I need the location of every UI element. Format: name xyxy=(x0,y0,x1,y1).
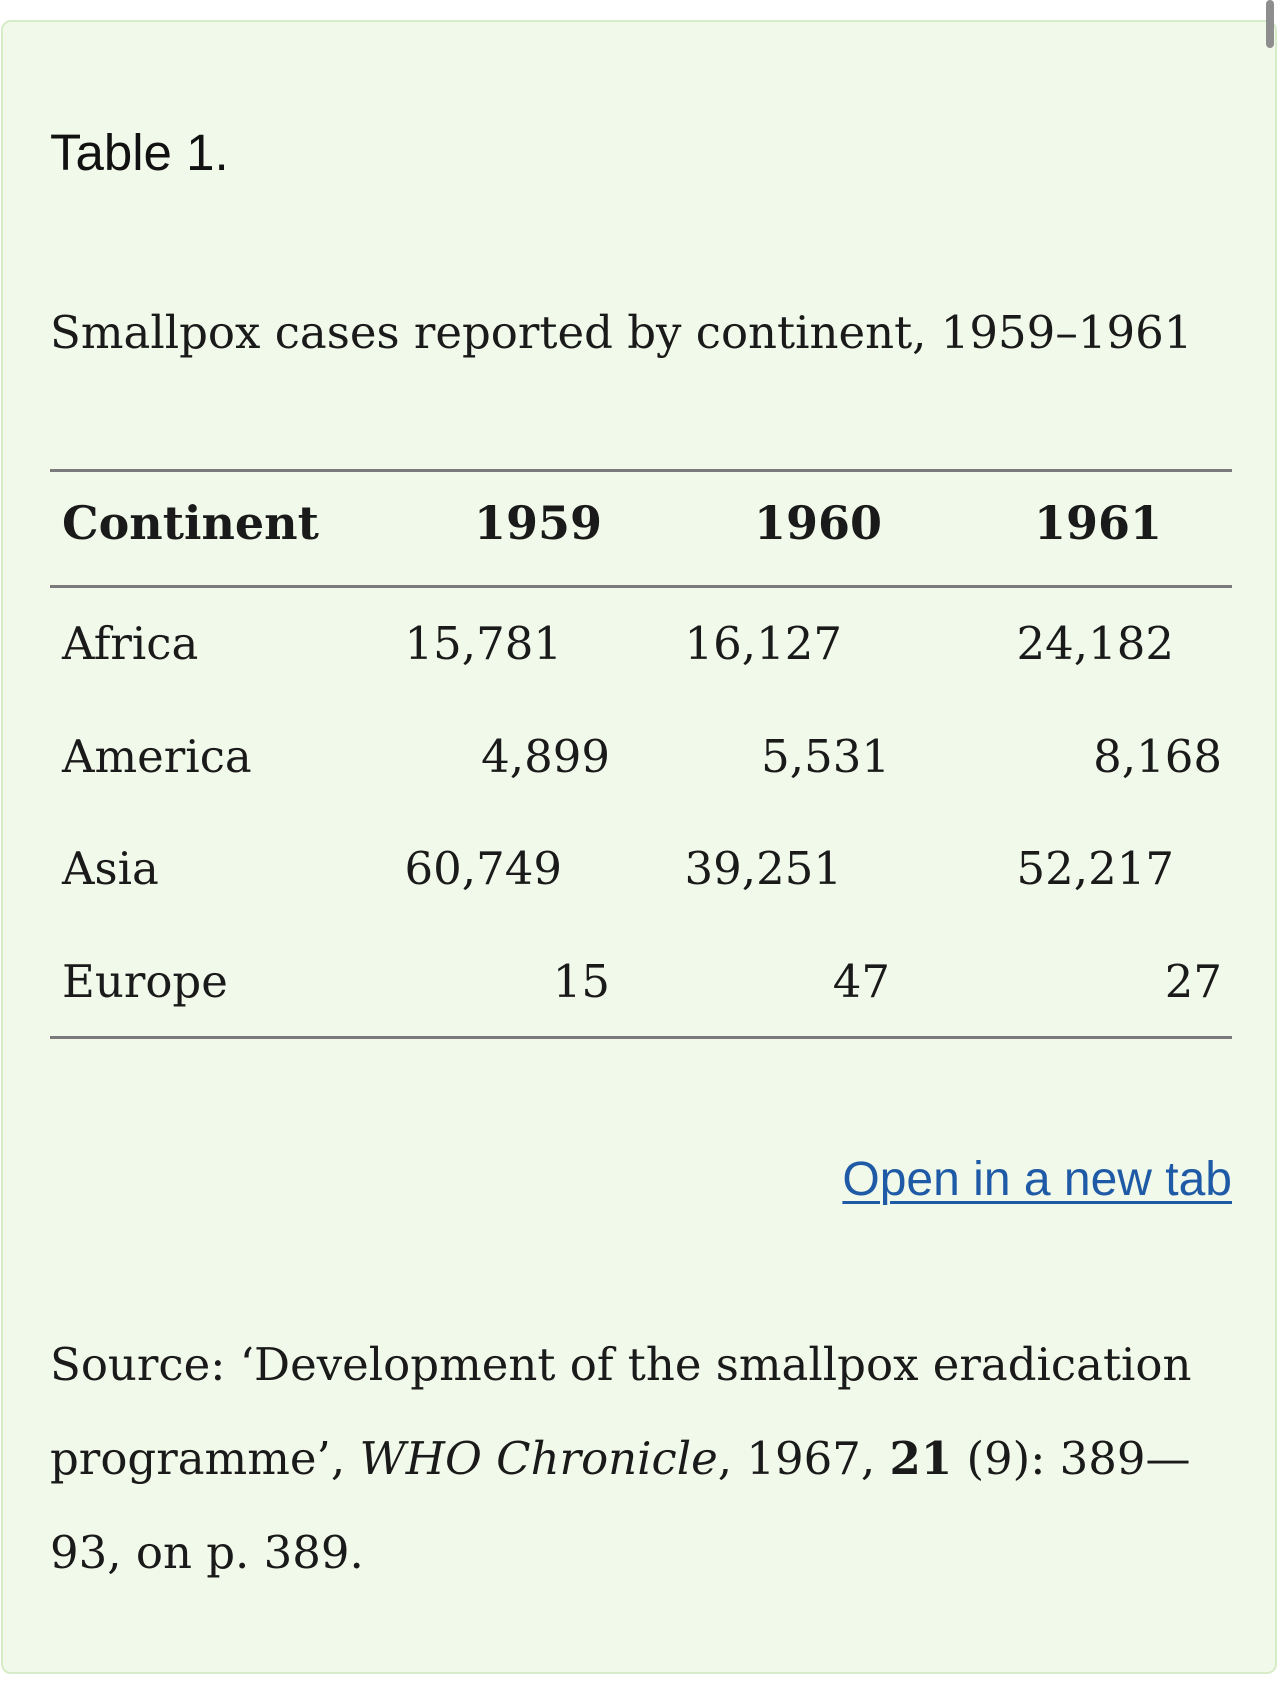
cell-america-1961: 8,168 xyxy=(1093,730,1222,783)
cell-america-1959: 4,899 xyxy=(481,730,610,783)
source-journal: WHO Chronicle xyxy=(359,1432,718,1485)
source-pages: (9): 389—93, on p. 389. xyxy=(50,1432,1191,1579)
row-label-asia: Asia xyxy=(62,842,159,895)
table-label: Table 1. xyxy=(50,124,229,181)
row-label-africa: Africa xyxy=(62,617,199,670)
row-label-america: America xyxy=(62,730,252,783)
source-volume: 21 xyxy=(889,1432,953,1485)
table-header-rule xyxy=(50,585,1232,588)
cell-asia-1961: 52,217 xyxy=(1016,842,1174,895)
source-year: , 1967, xyxy=(717,1432,890,1485)
scrollbar[interactable] xyxy=(1266,0,1274,48)
cell-asia-1960: 39,251 xyxy=(684,842,842,895)
cell-america-1960: 5,531 xyxy=(761,730,890,783)
column-header-1961: 1961 xyxy=(1034,496,1163,550)
cell-asia-1959: 60,749 xyxy=(404,842,562,895)
column-header-continent: Continent xyxy=(62,496,319,550)
table-top-rule xyxy=(50,469,1232,472)
cell-europe-1961: 27 xyxy=(1164,955,1222,1008)
cell-europe-1959: 15 xyxy=(552,955,610,1008)
cell-africa-1959: 15,781 xyxy=(404,617,562,670)
table-bottom-rule xyxy=(50,1036,1232,1039)
open-in-new-tab-link[interactable]: Open in a new tab xyxy=(842,1153,1232,1206)
cell-africa-1960: 16,127 xyxy=(684,617,842,670)
table-caption: Smallpox cases reported by continent, 19… xyxy=(50,306,1193,359)
cell-africa-1961: 24,182 xyxy=(1016,617,1174,670)
table-panel xyxy=(1,20,1277,1674)
column-header-1960: 1960 xyxy=(754,496,883,550)
source-citation: Source: ‘Development of the smallpox era… xyxy=(50,1318,1240,1600)
source-prefix: Source: ‘Development of the smallpox era… xyxy=(50,1338,1192,1485)
row-label-europe: Europe xyxy=(62,955,228,1008)
cell-europe-1960: 47 xyxy=(832,955,890,1008)
column-header-1959: 1959 xyxy=(474,496,603,550)
